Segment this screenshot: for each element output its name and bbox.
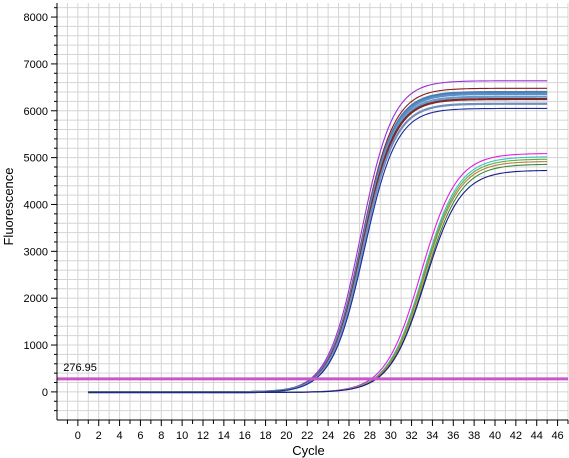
threshold-group: 276.95 bbox=[57, 362, 568, 381]
x-tick-label: 40 bbox=[489, 430, 501, 442]
x-tick-label: 44 bbox=[531, 430, 543, 442]
axes-group bbox=[51, 3, 569, 426]
x-tick-label: 28 bbox=[364, 430, 376, 442]
grid-lines bbox=[57, 3, 569, 420]
x-tick-label: 0 bbox=[75, 430, 81, 442]
x-tick-label: 30 bbox=[385, 430, 397, 442]
y-tick-label: 7000 bbox=[24, 59, 48, 71]
y-tick-label: 2000 bbox=[24, 293, 48, 305]
x-tick-label: 22 bbox=[301, 430, 313, 442]
series-group bbox=[88, 80, 548, 394]
x-tick-label: 34 bbox=[426, 430, 438, 442]
x-tick-label: 16 bbox=[239, 430, 251, 442]
x-tick-label: 8 bbox=[158, 430, 164, 442]
x-axis-title: Cycle bbox=[292, 443, 325, 458]
x-tick-label: 32 bbox=[405, 430, 417, 442]
x-tick-label: 26 bbox=[343, 430, 355, 442]
x-tick-label: 10 bbox=[176, 430, 188, 442]
y-tick-label: 1000 bbox=[24, 340, 48, 352]
y-tick-label: 3000 bbox=[24, 246, 48, 258]
x-tick-label: 20 bbox=[280, 430, 292, 442]
x-tick-label: 12 bbox=[197, 430, 209, 442]
x-tick-label: 36 bbox=[447, 430, 459, 442]
threshold-label: 276.95 bbox=[63, 362, 97, 374]
x-tick-label: 24 bbox=[322, 430, 334, 442]
x-tick-label: 42 bbox=[510, 430, 522, 442]
y-tick-label: 0 bbox=[42, 387, 48, 399]
y-tick-label: 8000 bbox=[24, 12, 48, 24]
y-tick-label: 5000 bbox=[24, 153, 48, 165]
y-axis-title: Fluorescence bbox=[1, 167, 16, 245]
series-line bbox=[88, 169, 548, 393]
x-tick-label: 2 bbox=[96, 430, 102, 442]
y-tick-label: 6000 bbox=[24, 106, 48, 118]
x-tick-label: 38 bbox=[468, 430, 480, 442]
x-tick-label: 6 bbox=[137, 430, 143, 442]
x-tick-label: 18 bbox=[259, 430, 271, 442]
x-tick-label: 46 bbox=[551, 430, 563, 442]
x-tick-label: 14 bbox=[218, 430, 230, 442]
y-tick-label: 4000 bbox=[24, 199, 48, 211]
x-tick-label: 4 bbox=[117, 430, 123, 442]
